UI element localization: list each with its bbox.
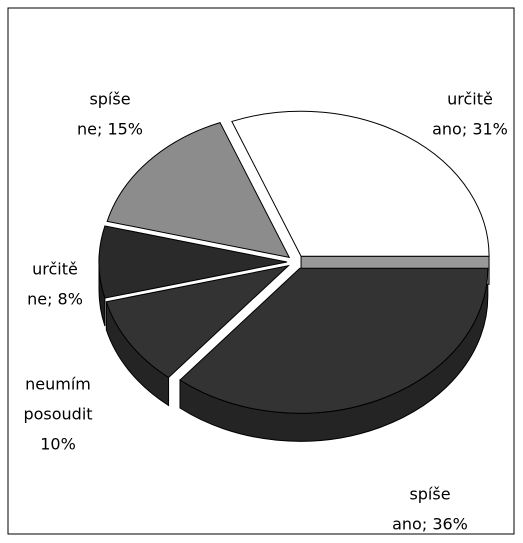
pie-slice (98, 225, 288, 299)
pie-slice (231, 110, 490, 257)
pie-slice (179, 267, 489, 414)
slice-label: určitě (32, 260, 78, 279)
pie-slice (105, 264, 291, 379)
slice-label: neumím (25, 375, 91, 394)
slice-label: ano; 31% (432, 120, 508, 139)
slice-label: ano; 36% (392, 515, 468, 534)
slice-label: ne; 15% (77, 120, 143, 139)
slice-label: určitě (447, 90, 493, 109)
slice-label: spíše (409, 485, 450, 504)
slice-label: posoudit (23, 405, 92, 424)
pie-slice (106, 121, 291, 259)
slice-label: 10% (40, 435, 76, 454)
slice-label: ne; 8% (27, 290, 83, 309)
slice-label: spíše (89, 90, 130, 109)
